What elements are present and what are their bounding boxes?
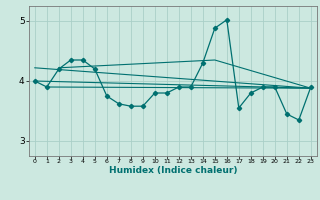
X-axis label: Humidex (Indice chaleur): Humidex (Indice chaleur) — [108, 166, 237, 175]
